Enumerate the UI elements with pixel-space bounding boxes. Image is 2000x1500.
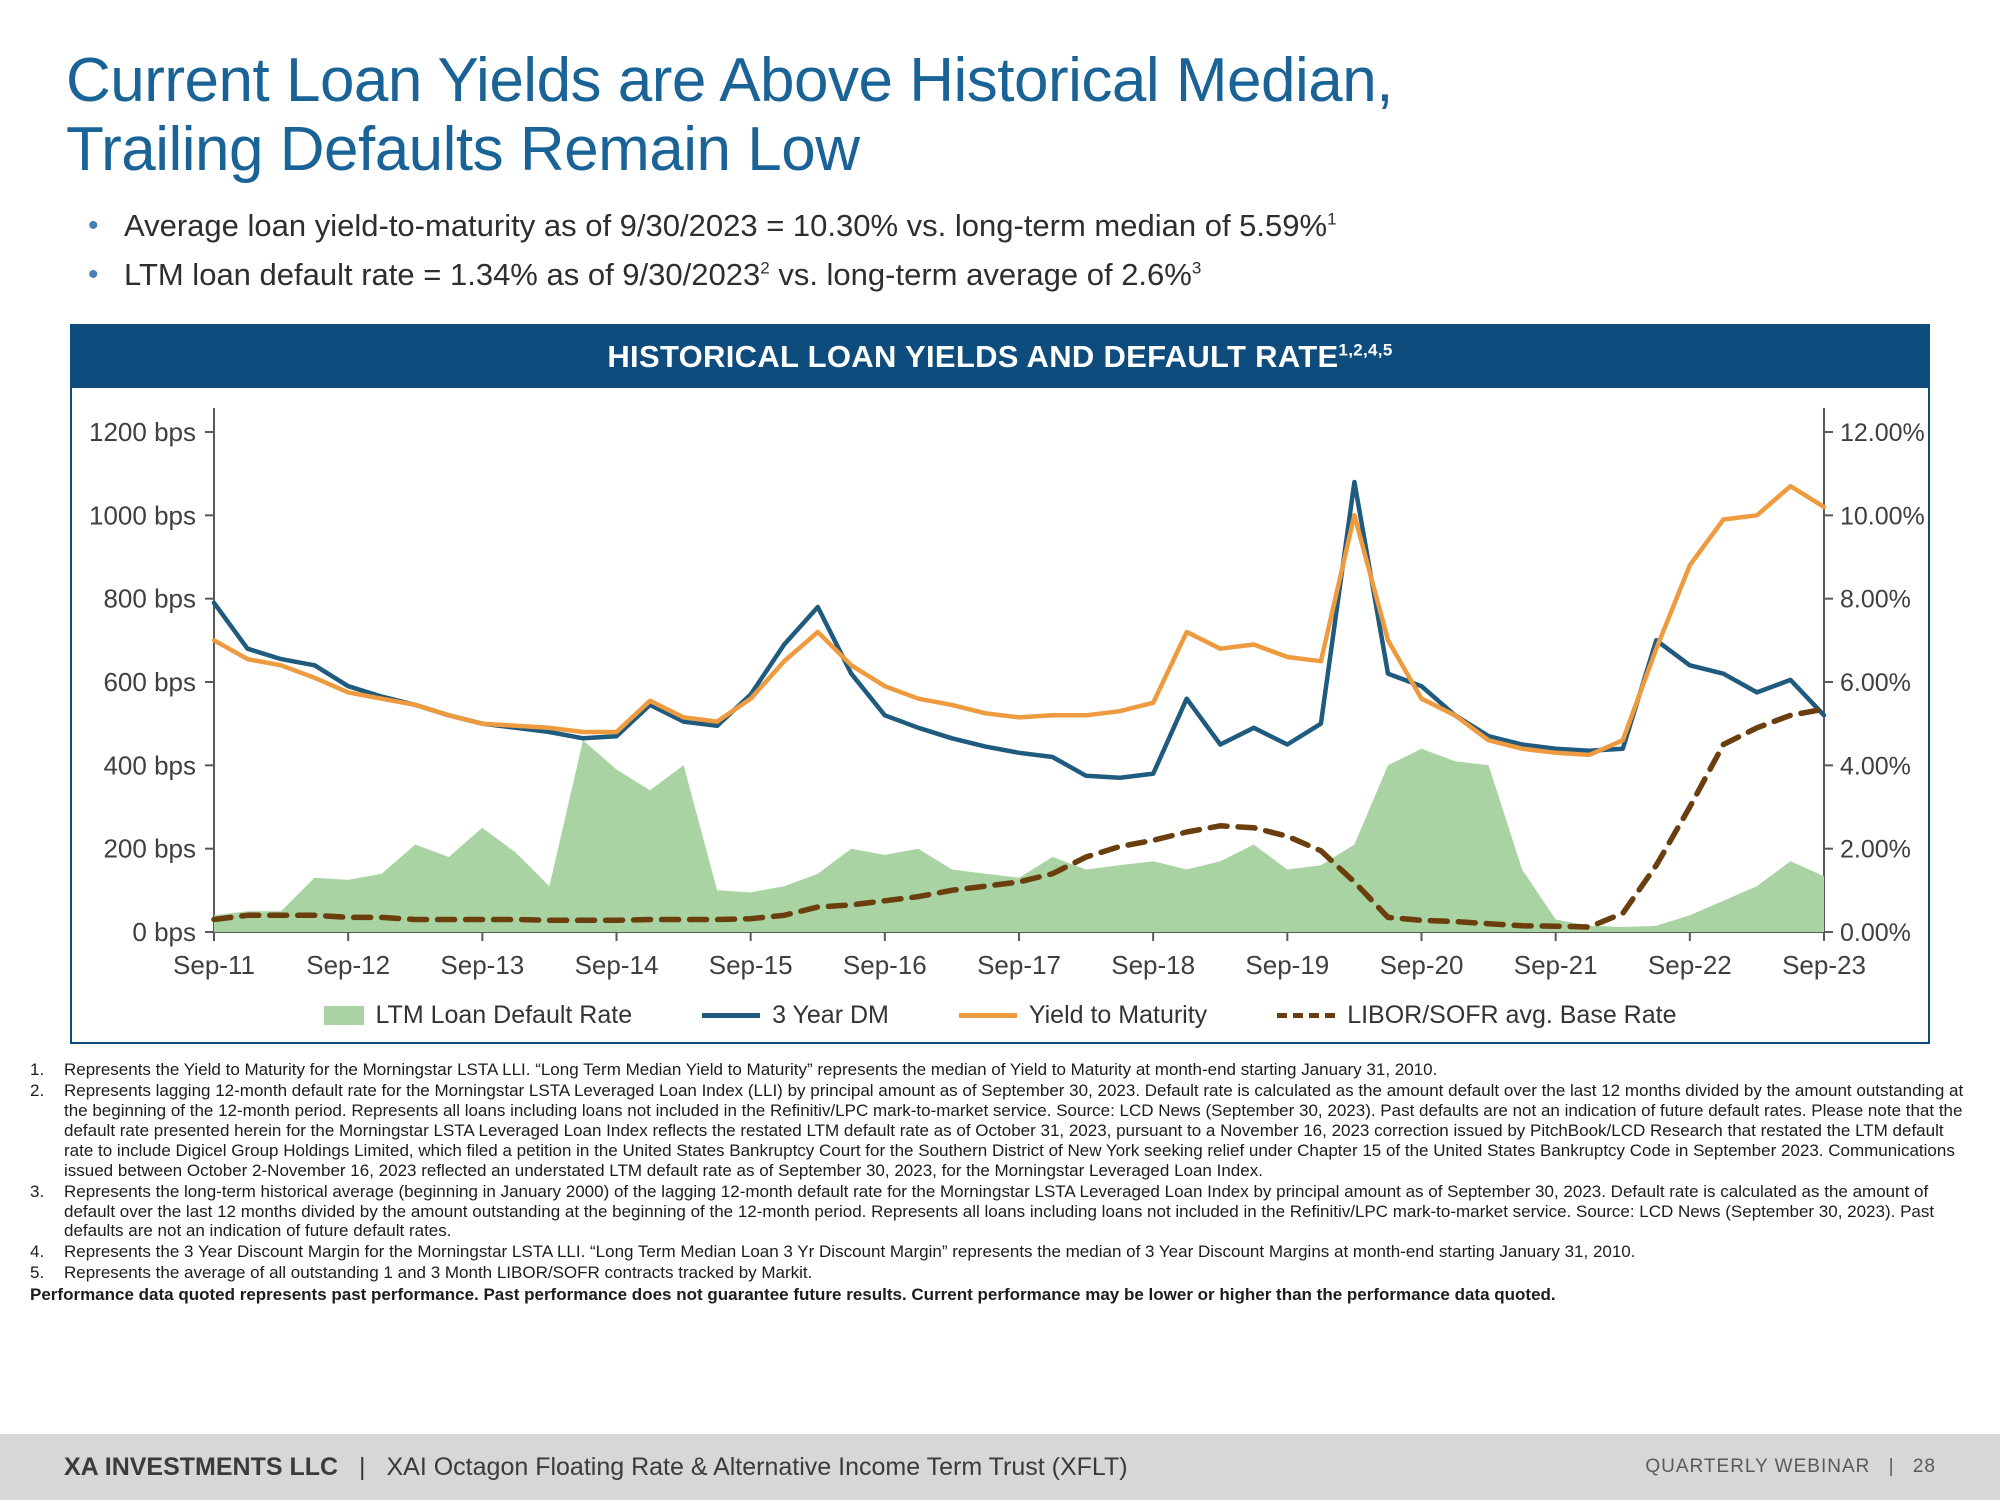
chart-title-footnote-refs: 1,2,4,5 — [1338, 341, 1393, 361]
footnote-text: Represents the average of all outstandin… — [64, 1263, 813, 1283]
right-axis-label: 0.00% — [1840, 919, 1911, 947]
page-title-line2: Trailing Defaults Remain Low — [66, 115, 860, 185]
x-axis-label: Sep-13 — [440, 950, 524, 980]
footnote-number: 1. — [30, 1060, 45, 1080]
right-axis-label: 12.00% — [1840, 419, 1925, 447]
footnote-ref: 1 — [1327, 209, 1337, 229]
bullet-marker: • — [88, 208, 99, 242]
legend-swatch-yield-to-maturity — [958, 1012, 1017, 1018]
x-axis-label: Sep-20 — [1380, 950, 1464, 980]
x-axis-label: Sep-19 — [1245, 950, 1329, 980]
legend-swatch-3-year-dm — [702, 1012, 761, 1018]
left-axis-label: 600 bps — [103, 667, 196, 697]
x-axis-label: Sep-16 — [843, 950, 927, 980]
x-axis-label: Sep-12 — [306, 950, 390, 980]
x-axis-label: Sep-21 — [1514, 950, 1598, 980]
x-axis-label: Sep-17 — [977, 950, 1061, 980]
left-axis-label: 1200 bps — [89, 417, 196, 447]
x-axis-label: Sep-18 — [1111, 950, 1195, 980]
bullet-text: LTM loan default rate = 1.34% as of 9/30… — [124, 256, 761, 292]
left-axis-label: 400 bps — [103, 751, 196, 781]
right-axis-label: 8.00% — [1840, 586, 1911, 614]
webinar-label: QUARTERLY WEBINAR — [1645, 1456, 1871, 1477]
footnote-text: Represents the Yield to Maturity for the… — [64, 1060, 1438, 1080]
chart-title-bar: HISTORICAL LOAN YIELDS AND DEFAULT RATE1… — [72, 326, 1928, 389]
page-title: Current Loan Yields are Above Historical… — [66, 46, 1930, 185]
legend-swatch-libor-sofr-avg-base-rate — [1277, 1012, 1336, 1018]
footnote-number: 3. — [30, 1181, 45, 1201]
libor-sofr-avg-base-rate-line — [211, 706, 1827, 931]
chart-legend: LTM Loan Default Rate 3 Year DM Yield to M… — [72, 988, 1928, 1042]
legend-item-yield-to-maturity: Yield to Maturity — [958, 1000, 1208, 1030]
3-year-dm-line — [211, 480, 1827, 781]
ltm-loan-default-rate-area — [214, 740, 1824, 933]
footer-right: QUARTERLY WEBINAR | 28 — [1645, 1456, 1936, 1478]
legend-item-libor-sofr-avg-base-rate: LIBOR/SOFR avg. Base Rate — [1277, 1001, 1676, 1030]
legend-label: Yield to Maturity — [1028, 1000, 1208, 1029]
chart-container: HISTORICAL LOAN YIELDS AND DEFAULT RATE1… — [70, 324, 1930, 1045]
legend-item-ltm-loan-default-rate: LTM Loan Default Rate — [323, 1000, 633, 1030]
footer-bar: XA INVESTMENTS LLC | XAI Octagon Floatin… — [0, 1434, 2000, 1500]
footnote-5: 5. Represents the average of all outstan… — [30, 1263, 1972, 1283]
left-axis-label: 0 bps — [132, 917, 196, 947]
footnote-2: 2. Represents lagging 12-month default r… — [30, 1081, 1972, 1180]
right-axis-label: 2.00% — [1840, 836, 1911, 864]
right-axis-label: 6.00% — [1840, 669, 1911, 697]
x-axis-label: Sep-22 — [1648, 950, 1732, 980]
footnote-4: 4. Represents the 3 Year Discount Margin… — [30, 1242, 1972, 1262]
chart-title: HISTORICAL LOAN YIELDS AND DEFAULT RATE — [607, 339, 1339, 375]
footer-separator: | — [359, 1452, 366, 1481]
footnote-ref: 3 — [1191, 258, 1202, 278]
product-name: XAI Octagon Floating Rate & Alternative … — [386, 1452, 1128, 1481]
company-name: XA INVESTMENTS LLC — [64, 1452, 339, 1481]
bullet-marker: • — [88, 257, 99, 291]
left-axis-label: 200 bps — [103, 834, 196, 864]
footnote-1: 1. Represents the Yield to Maturity for … — [30, 1060, 1972, 1080]
bullet-text: Average loan yield-to-maturity as of 9/3… — [124, 207, 1328, 243]
legend-item-3-year-dm: 3 Year DM — [702, 1001, 889, 1030]
right-axis-label: 4.00% — [1840, 753, 1911, 781]
historical-loan-yields-chart: 0 bps 200 bps 400 bps 600 bps 800 bps 1000 bp… — [72, 388, 1928, 989]
bullet-item-default: • LTM loan default rate = 1.34% as of 9/… — [88, 256, 1930, 295]
left-axis-label: 800 bps — [103, 584, 196, 614]
footnotes-block: 1. Represents the Yield to Maturity for … — [30, 1060, 1972, 1305]
footer-left: XA INVESTMENTS LLC | XAI Octagon Floatin… — [64, 1453, 1128, 1482]
legend-label: LIBOR/SOFR avg. Base Rate — [1347, 1000, 1677, 1029]
x-axis-label: Sep-11 — [173, 950, 255, 980]
footnote-number: 5. — [30, 1263, 45, 1283]
bullet-item-yield: • Average loan yield-to-maturity as of 9… — [88, 207, 1930, 246]
legend-label: LTM Loan Default Rate — [375, 1000, 633, 1029]
page-title-line1: Current Loan Yields are Above Historical… — [66, 46, 1393, 115]
footnote-text: Represents the long-term historical aver… — [64, 1181, 1935, 1241]
footnote-number: 2. — [30, 1081, 45, 1101]
right-axis-label: 10.00% — [1840, 503, 1925, 531]
footer-right-separator: | — [1888, 1456, 1895, 1477]
page-number: 28 — [1912, 1456, 1936, 1477]
left-axis-label: 1000 bps — [89, 501, 196, 531]
bullet-text-yield: Average loan yield-to-maturity as of 9/3… — [124, 207, 1337, 246]
footnote-text: Represents lagging 12-month default rate… — [64, 1081, 1964, 1180]
x-axis-label: Sep-14 — [575, 950, 659, 980]
x-axis-label: Sep-23 — [1782, 950, 1866, 980]
footnote-text: Represents the 3 Year Discount Margin fo… — [64, 1242, 1636, 1262]
bullet-text: vs. long-term average of 2.6% — [769, 256, 1192, 292]
legend-label: 3 Year DM — [772, 1000, 889, 1029]
bullet-text-default: LTM loan default rate = 1.34% as of 9/30… — [124, 256, 1201, 295]
yield-to-maturity-line — [211, 484, 1827, 758]
legend-swatch-ltm-loan-default-rate — [323, 1005, 364, 1025]
footnote-ref: 2 — [760, 258, 770, 278]
bullet-list: • Average loan yield-to-maturity as of 9… — [88, 207, 1930, 295]
footnote-number: 4. — [30, 1242, 45, 1262]
performance-disclaimer: Performance data quoted represents past … — [30, 1285, 1556, 1304]
x-axis-label: Sep-15 — [709, 950, 793, 980]
footnote-3: 3. Represents the long-term historical a… — [30, 1182, 1972, 1242]
